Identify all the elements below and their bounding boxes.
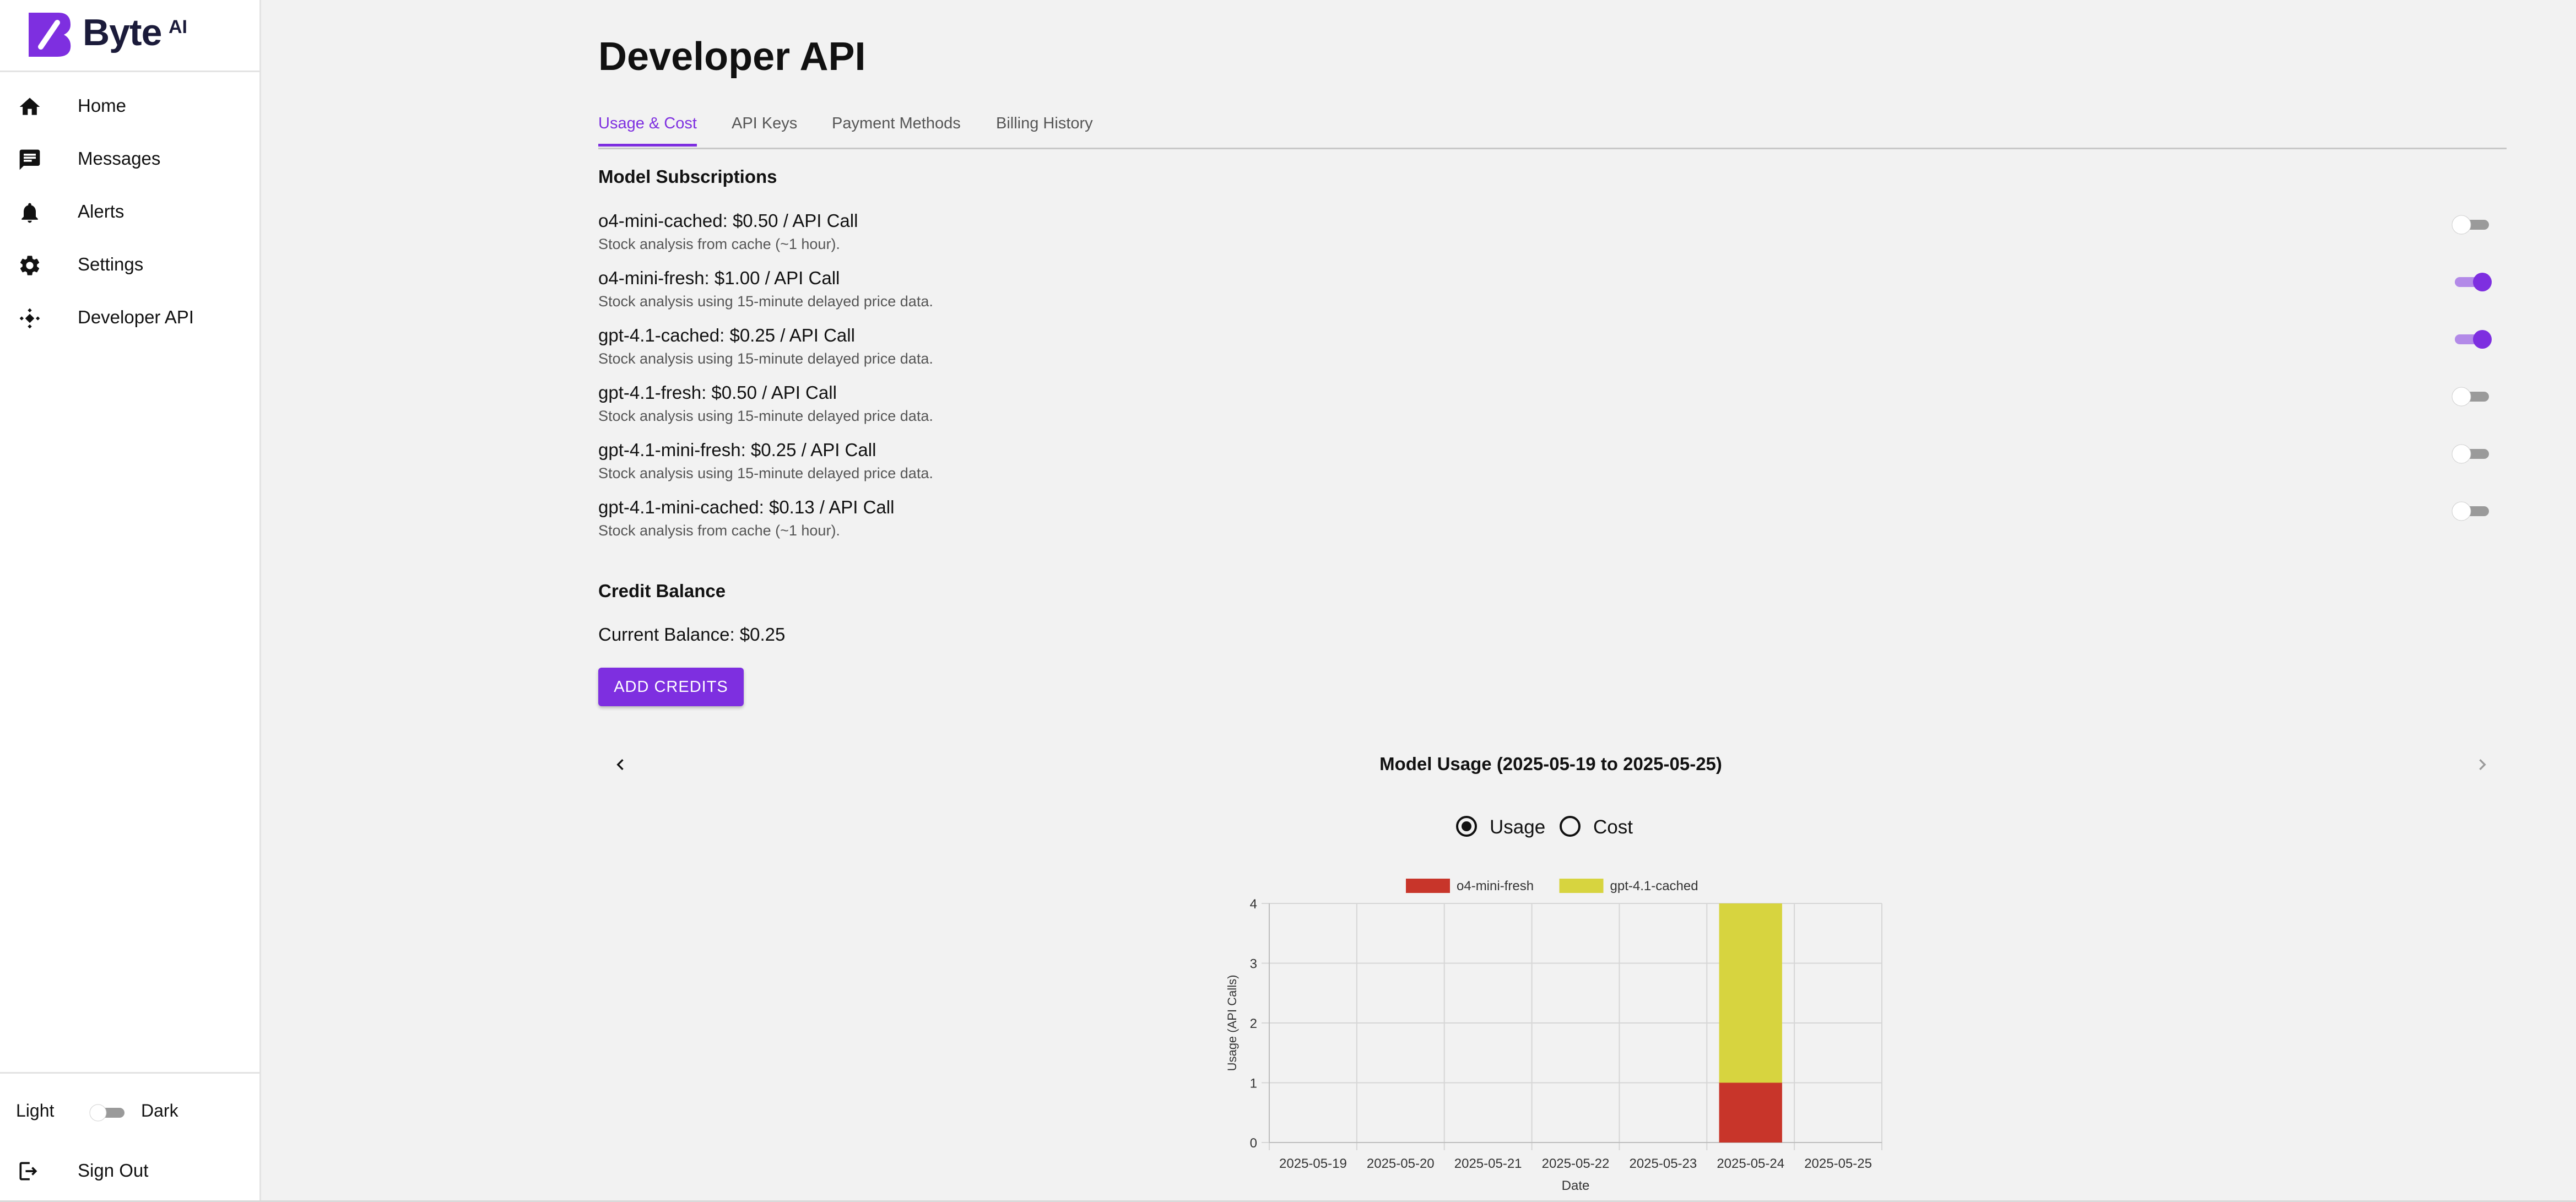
- subscription-row: o4-mini-cached: $0.50 / API Call Stock a…: [598, 210, 2499, 266]
- bottom-border: [0, 1200, 2576, 1202]
- subscription-row: gpt-4.1-fresh: $0.50 / API Call Stock an…: [598, 382, 2499, 437]
- sidebar: Byte AI Home Messages Alerts Settings De…: [0, 0, 261, 1202]
- legend-label: gpt-4.1-cached: [1610, 879, 1698, 894]
- tab-payment-methods[interactable]: Payment Methods: [832, 115, 961, 132]
- radio-cost[interactable]: [1558, 814, 1582, 838]
- subscription-description: Stock analysis using 15-minute delayed p…: [598, 408, 933, 424]
- subscription-toggle[interactable]: [2450, 442, 2493, 466]
- tab-api-keys[interactable]: API Keys: [732, 115, 798, 132]
- subscription-row: gpt-4.1-mini-fresh: $0.25 / API Call Sto…: [598, 440, 2499, 495]
- subscription-description: Stock analysis from cache (~1 hour).: [598, 522, 840, 539]
- sidebar-item-label: Settings: [78, 254, 144, 274]
- subscription-name: o4-mini-fresh: $1.00 / API Call: [598, 268, 840, 288]
- current-balance: Current Balance: $0.25: [598, 624, 786, 645]
- sidebar-item-messages[interactable]: Messages: [0, 133, 261, 186]
- tab-billing-history[interactable]: Billing History: [996, 115, 1093, 132]
- home-icon: [19, 98, 40, 115]
- credit-balance-title: Credit Balance: [598, 581, 726, 601]
- subscription-description: Stock analysis using 15-minute delayed p…: [598, 465, 933, 481]
- x-tick-label: 2025-05-21: [1454, 1156, 1522, 1171]
- subscription-description: Stock analysis from cache (~1 hour).: [598, 236, 840, 252]
- radio-cost-label: Cost: [1593, 816, 1633, 838]
- subscription-name: gpt-4.1-mini-fresh: $0.25 / API Call: [598, 440, 876, 460]
- sidebar-item-label: Developer API: [78, 307, 194, 327]
- y-axis-label: Usage (API Calls): [1225, 975, 1239, 1071]
- radio-usage[interactable]: [1454, 814, 1479, 838]
- y-tick-label: 0: [1250, 1136, 1257, 1151]
- bar-o4-mini-fresh: [1719, 1082, 1782, 1143]
- radio-usage-label: Usage: [1490, 816, 1546, 838]
- api-icon: [19, 308, 40, 329]
- page-title: Developer API: [598, 35, 866, 79]
- x-tick-label: 2025-05-25: [1804, 1156, 1872, 1171]
- sidebar-item-home[interactable]: Home: [0, 80, 261, 133]
- x-tick-label: 2025-05-22: [1542, 1156, 1610, 1171]
- sign-out-button[interactable]: Sign Out: [0, 1151, 261, 1190]
- subscription-row: gpt-4.1-mini-cached: $0.13 / API Call St…: [598, 497, 2499, 552]
- legend-swatch: [1559, 879, 1604, 893]
- subscription-row: o4-mini-fresh: $1.00 / API Call Stock an…: [598, 268, 2499, 323]
- y-tick-label: 2: [1250, 1016, 1257, 1031]
- subscription-name: o4-mini-cached: $0.50 / API Call: [598, 210, 858, 231]
- legend-swatch: [1406, 879, 1450, 893]
- sidebar-item-developer-api[interactable]: Developer API: [0, 292, 261, 345]
- subscription-name: gpt-4.1-mini-cached: $0.13 / API Call: [598, 497, 895, 517]
- subscription-name: gpt-4.1-fresh: $0.50 / API Call: [598, 382, 837, 403]
- brand-suffix: AI: [169, 17, 187, 37]
- subscription-toggle[interactable]: [2450, 327, 2493, 351]
- bell-icon: [21, 203, 38, 223]
- message-icon: [19, 149, 40, 170]
- sidebar-divider: [0, 1072, 261, 1074]
- y-tick-label: 4: [1250, 897, 1257, 912]
- theme-switcher: Light Dark: [0, 1096, 261, 1129]
- theme-dark-label: Dark: [141, 1101, 178, 1120]
- sidebar-item-settings[interactable]: Settings: [0, 239, 261, 292]
- subscription-description: Stock analysis using 15-minute delayed p…: [598, 350, 933, 367]
- add-credits-button[interactable]: ADD CREDITS: [598, 668, 744, 706]
- sidebar-item-label: Home: [78, 95, 127, 116]
- x-tick-label: 2025-05-24: [1717, 1156, 1784, 1171]
- x-axis-label: Date: [1562, 1178, 1590, 1193]
- legend-label: o4-mini-fresh: [1457, 879, 1534, 894]
- subscriptions-title: Model Subscriptions: [598, 166, 777, 187]
- x-tick-label: 2025-05-23: [1629, 1156, 1697, 1171]
- tab-bar: Usage & Cost API Keys Payment Methods Bi…: [598, 110, 2507, 149]
- subscription-row: gpt-4.1-cached: $0.25 / API Call Stock a…: [598, 325, 2499, 380]
- chevron-right-icon[interactable]: [2471, 754, 2493, 776]
- sidebar-item-label: Messages: [78, 148, 161, 169]
- theme-light-label: Light: [16, 1101, 55, 1120]
- bar-gpt-4.1-cached: [1719, 903, 1782, 1083]
- x-tick-label: 2025-05-19: [1279, 1156, 1347, 1171]
- sidebar-item-alerts[interactable]: Alerts: [0, 186, 261, 239]
- logo-mark: [29, 13, 71, 57]
- brand-name: Byte: [83, 12, 162, 53]
- subscription-toggle[interactable]: [2450, 270, 2493, 294]
- x-tick-label: 2025-05-20: [1367, 1156, 1435, 1171]
- tab-usage-cost[interactable]: Usage & Cost: [598, 115, 697, 147]
- sign-out-label: Sign Out: [78, 1160, 149, 1181]
- y-tick-label: 3: [1250, 957, 1257, 972]
- subscription-description: Stock analysis using 15-minute delayed p…: [598, 293, 933, 310]
- subscription-toggle[interactable]: [2450, 499, 2493, 523]
- y-tick-label: 1: [1250, 1076, 1257, 1091]
- sidebar-divider: [0, 71, 261, 72]
- subscription-toggle[interactable]: [2450, 213, 2493, 237]
- subscription-toggle[interactable]: [2450, 385, 2493, 409]
- theme-toggle[interactable]: [87, 1102, 129, 1124]
- usage-chart: 0 1 2 3 4 2025-05-19 2025-05-20 2025-05-21 2025-…: [1225, 879, 1882, 1193]
- chevron-left-icon[interactable]: [609, 754, 631, 776]
- usage-period-title: Model Usage (2025-05-19 to 2025-05-25): [1379, 754, 1722, 774]
- logout-icon: [19, 1162, 37, 1181]
- gear-icon: [20, 256, 40, 275]
- sidebar-item-label: Alerts: [78, 201, 125, 221]
- subscription-name: gpt-4.1-cached: $0.25 / API Call: [598, 325, 855, 345]
